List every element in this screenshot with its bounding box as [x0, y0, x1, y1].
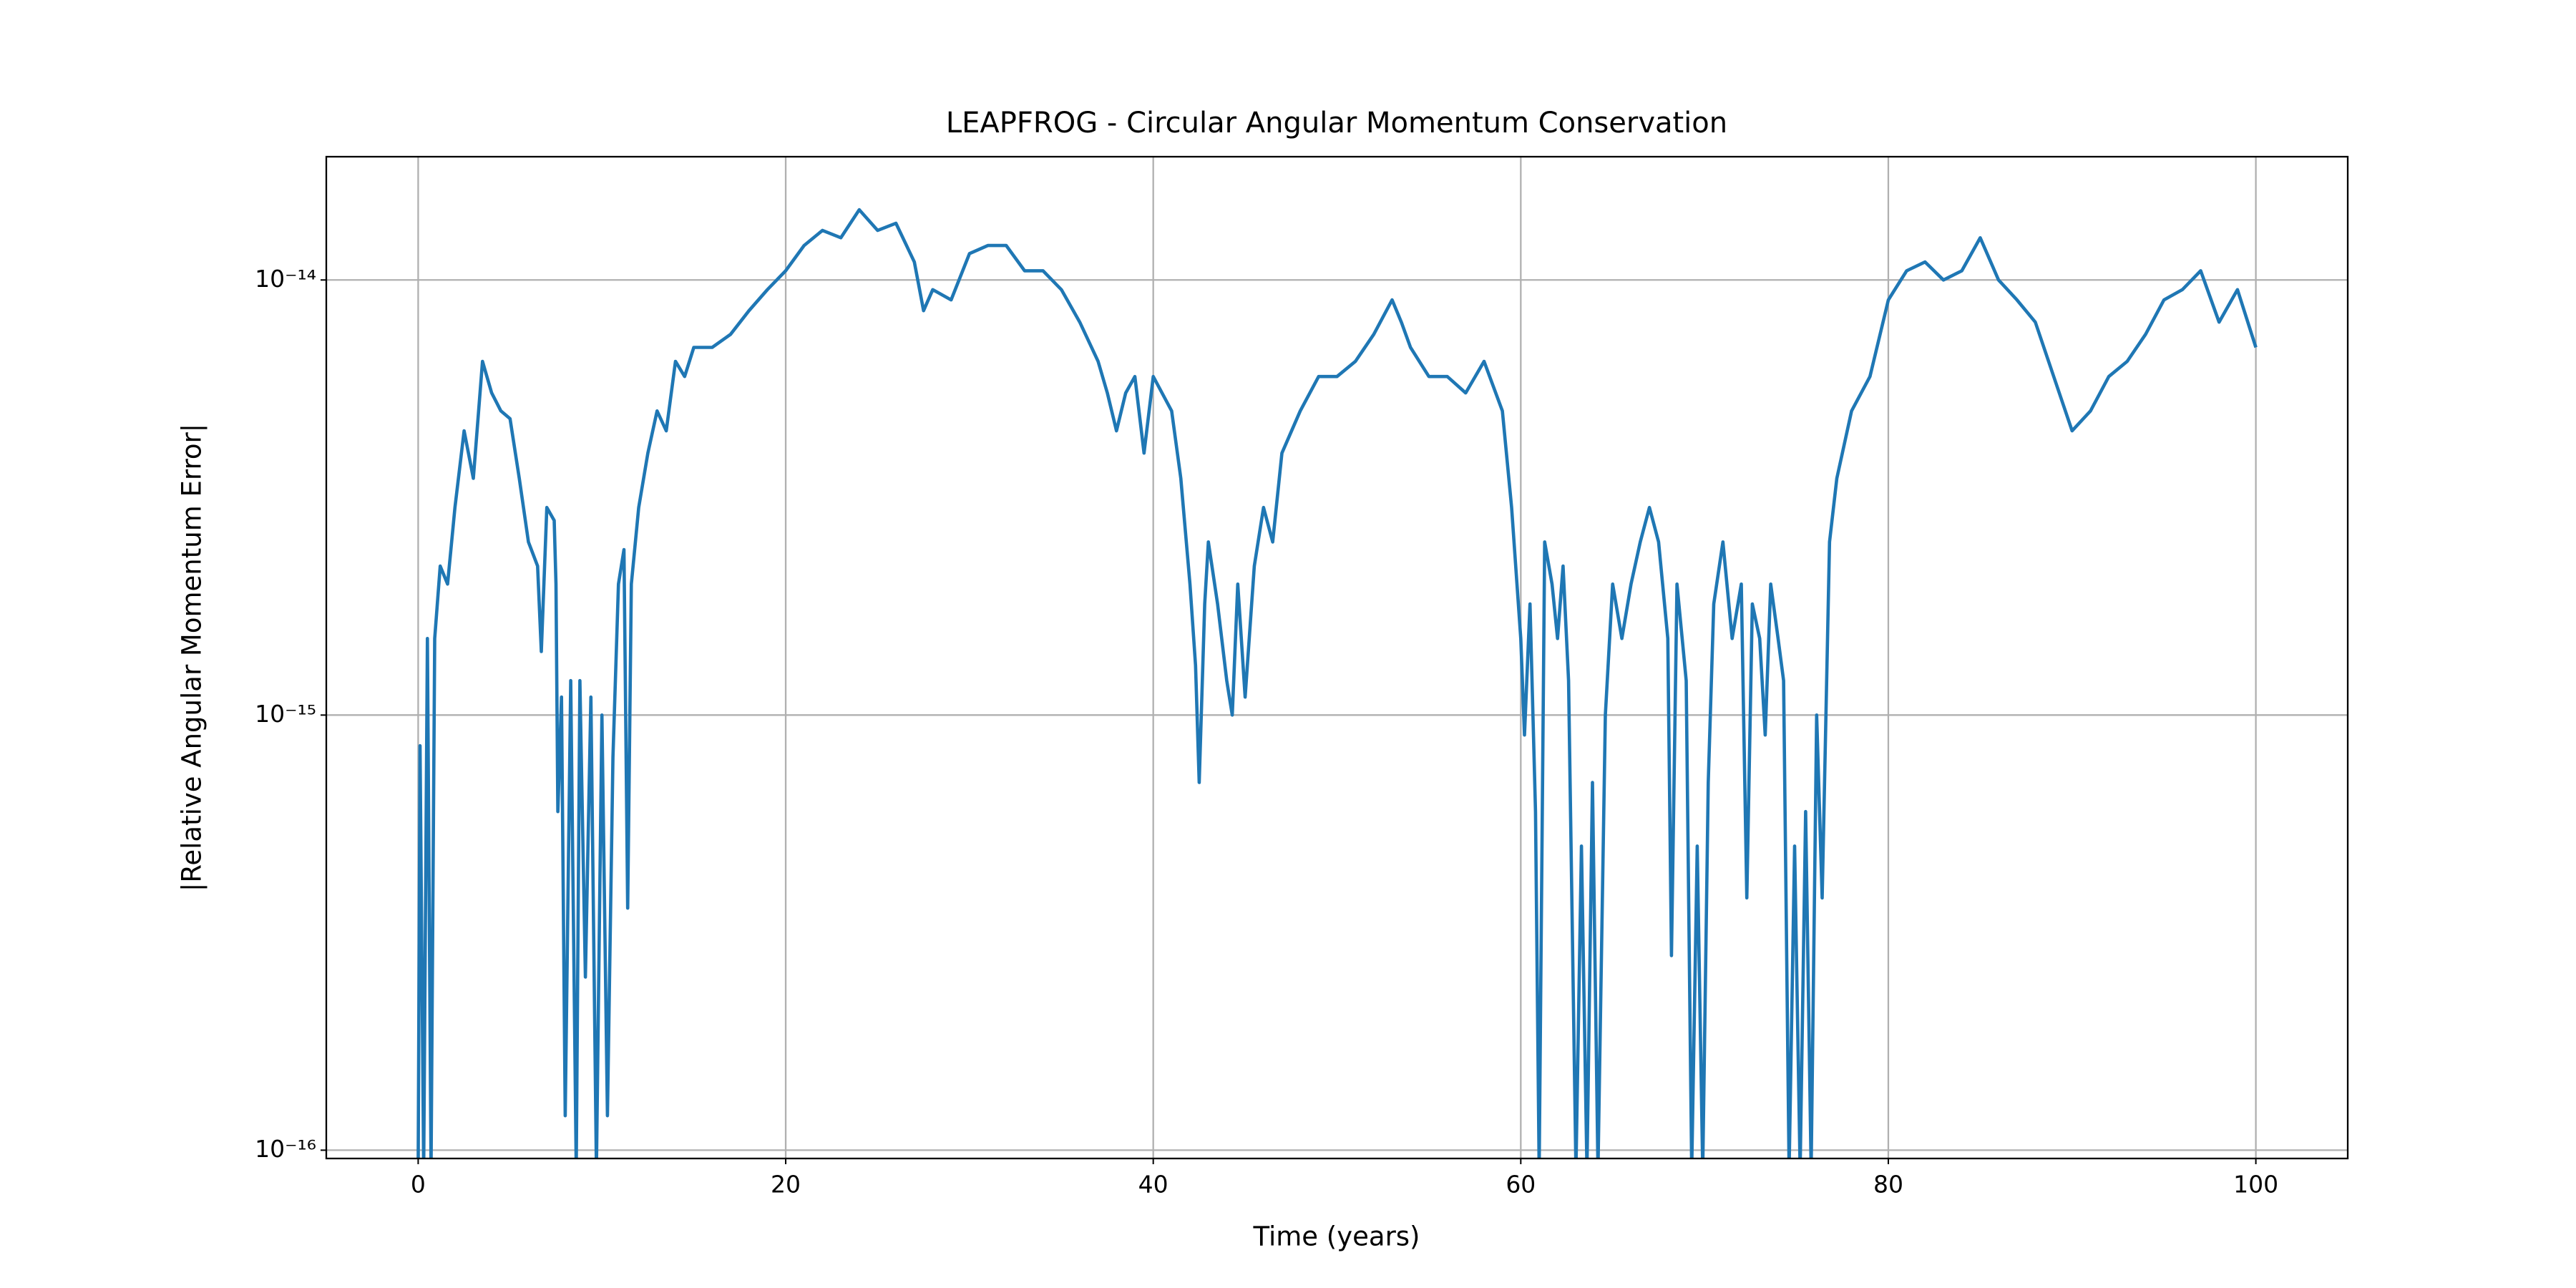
x-tick-label: 80 [1873, 1171, 1903, 1199]
y-axis-label: |Relative Angular Momentum Error| [177, 424, 208, 892]
y-tick-label: 10⁻¹⁴ [255, 265, 316, 293]
x-tick-label: 60 [1506, 1171, 1536, 1199]
y-tick-label: 10⁻¹⁵ [255, 700, 316, 728]
x-tick-label: 0 [411, 1171, 426, 1199]
x-axis-label: Time (years) [1252, 1221, 1420, 1252]
y-tick-label: 10⁻¹⁶ [255, 1135, 316, 1163]
x-tick-label: 20 [771, 1171, 801, 1199]
plot-frame [325, 155, 2349, 1160]
x-tick-label: 100 [2233, 1171, 2278, 1199]
chart-title: LEAPFROG - Circular Angular Momentum Con… [946, 107, 1727, 140]
x-tick-label: 40 [1138, 1171, 1169, 1199]
data-line [416, 208, 2258, 1158]
